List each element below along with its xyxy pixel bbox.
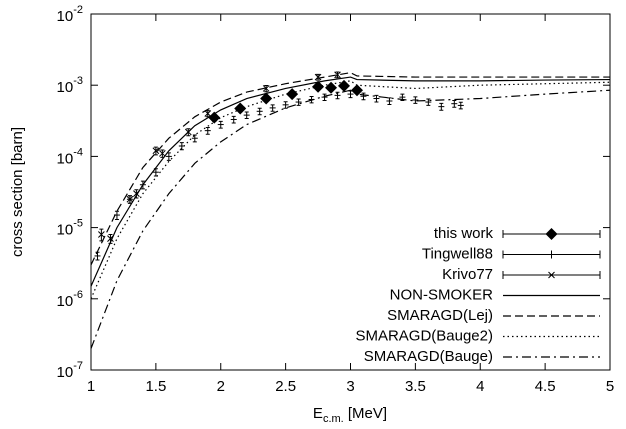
y-tick-label: 10-5 — [57, 218, 83, 239]
legend-label: Tingwell88 — [422, 245, 493, 262]
legend-swatch — [548, 271, 555, 279]
marker — [208, 111, 221, 124]
line — [90, 80, 611, 300]
x-axis-label: Ec.m. [MeV] — [313, 405, 387, 425]
y-tick-label: 10-7 — [57, 360, 83, 381]
x-tick-label: 4.5 — [535, 378, 556, 395]
marker — [286, 88, 299, 101]
marker — [334, 71, 341, 79]
x-tick-label: 5 — [606, 378, 614, 395]
marker — [204, 110, 212, 117]
legend-label: Krivo77 — [442, 266, 493, 283]
x-tick-label: 1 — [87, 378, 95, 395]
y-tick-label: 10-6 — [57, 289, 83, 310]
x-tick-label: 3 — [346, 378, 354, 395]
marker — [260, 92, 273, 105]
marker — [350, 84, 363, 97]
y-tick-label: 10-3 — [57, 75, 83, 96]
y-tick-label: 10-4 — [57, 146, 83, 167]
line — [90, 89, 611, 349]
marker — [159, 150, 166, 157]
marker — [338, 79, 351, 92]
line — [90, 72, 610, 266]
x-tick-label: 2 — [217, 378, 225, 395]
x-tick-label: 4 — [476, 378, 484, 395]
x-tick-label: 1.5 — [145, 378, 166, 395]
marker — [314, 73, 322, 81]
marker — [98, 231, 105, 238]
marker — [325, 81, 338, 94]
legend-label: SMARAGD(Lej) — [387, 307, 493, 324]
marker — [262, 85, 270, 92]
legend-label: NON-SMOKER — [390, 286, 494, 303]
line — [90, 76, 611, 287]
marker — [152, 147, 160, 155]
y-tick-label: 10-2 — [57, 4, 83, 25]
marker — [234, 102, 247, 115]
x-tick-label: 3.5 — [405, 378, 426, 395]
y-axis-label: cross section [barn] — [9, 127, 26, 257]
x-tick-label: 2.5 — [275, 378, 296, 395]
legend-label: SMARAGD(Bauge) — [364, 348, 493, 365]
legend-label: SMARAGD(Bauge2) — [355, 327, 493, 344]
marker — [126, 195, 134, 203]
legend-swatch — [545, 228, 558, 240]
legend-label: this work — [434, 225, 494, 242]
